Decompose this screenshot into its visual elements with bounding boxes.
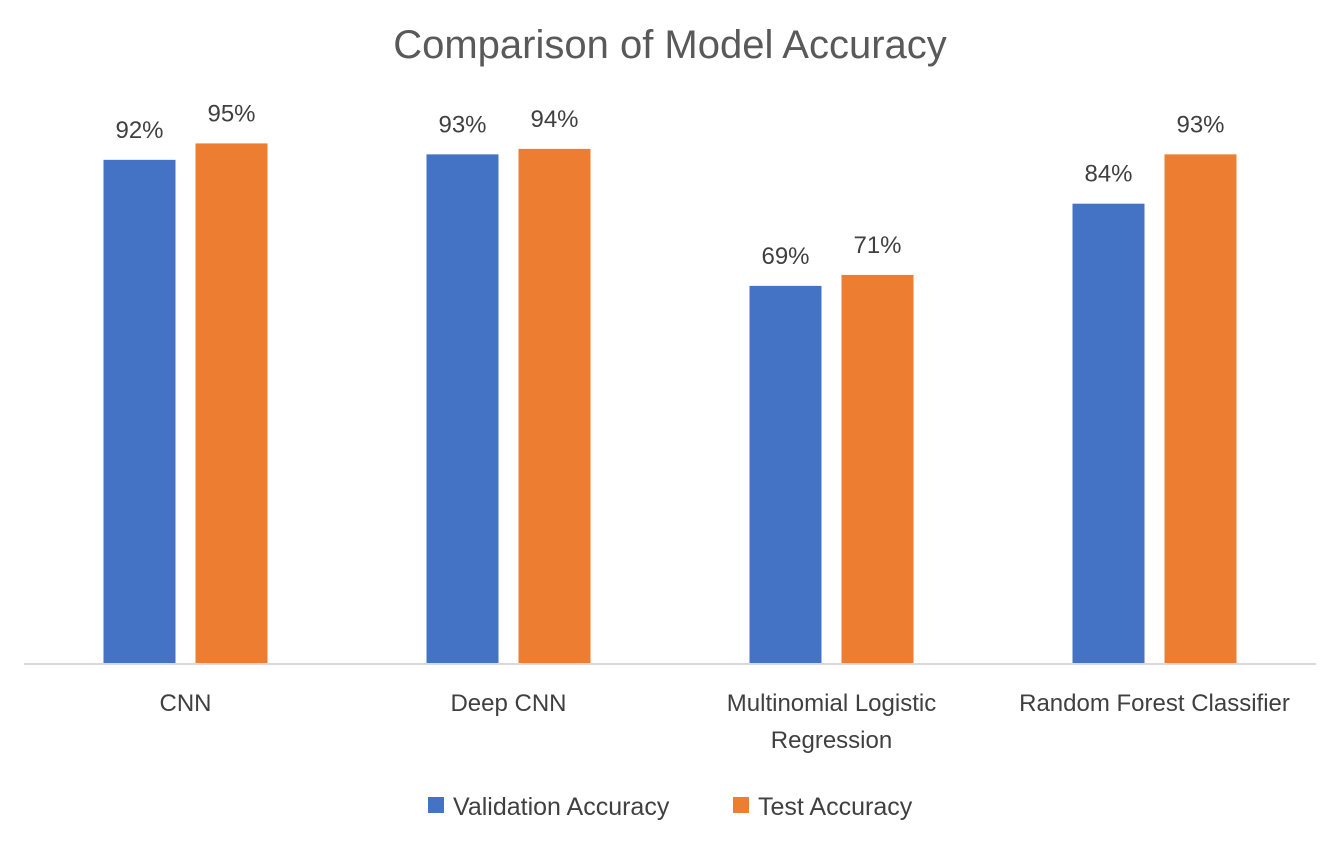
bar-validation-2 (749, 285, 822, 664)
category-label-line: Deep CNN (450, 690, 566, 717)
category-label-line: CNN (160, 690, 212, 717)
category-labels: CNN Deep CNN Multinomial Logistic Regressio… (160, 690, 1290, 754)
category-label-0: CNN (160, 690, 212, 717)
data-label-test-1: 94% (530, 106, 578, 133)
data-label-validation-0: 92% (115, 117, 163, 144)
data-label-test-2: 71% (853, 232, 901, 259)
data-label-validation-1: 93% (438, 111, 486, 138)
data-label-test-3: 93% (1176, 111, 1224, 138)
legend-swatch-test (733, 797, 749, 813)
legend-swatch-validation (428, 797, 444, 813)
bar-test-1 (518, 148, 591, 664)
chart-title: Comparison of Model Accuracy (393, 23, 947, 67)
category-label-line: Regression (771, 727, 892, 754)
data-label-test-0: 95% (207, 100, 255, 127)
category-label-line: Multinomial Logistic (727, 690, 936, 717)
bar-test-3 (1164, 154, 1237, 665)
legend-label-validation: Validation Accuracy (453, 793, 670, 821)
category-label-2: Multinomial Logistic Regression (727, 690, 936, 754)
data-label-validation-3: 84% (1084, 161, 1132, 188)
data-label-validation-2: 69% (761, 243, 809, 270)
bar-test-2 (841, 274, 914, 664)
legend: Validation Accuracy Test Accuracy (428, 793, 913, 821)
legend-label-test: Test Accuracy (758, 793, 913, 821)
category-label-line: Random Forest Classifier (1019, 690, 1290, 717)
bar-validation-1 (426, 154, 499, 665)
category-label-3: Random Forest Classifier (1019, 690, 1290, 717)
bar-validation-0 (103, 159, 176, 664)
category-label-1: Deep CNN (450, 690, 566, 717)
bar-validation-3 (1072, 203, 1145, 664)
bar-test-0 (195, 143, 268, 664)
bars-layer: 92% 95% 93% 94% 69% 71% 84% 93% (103, 100, 1237, 665)
